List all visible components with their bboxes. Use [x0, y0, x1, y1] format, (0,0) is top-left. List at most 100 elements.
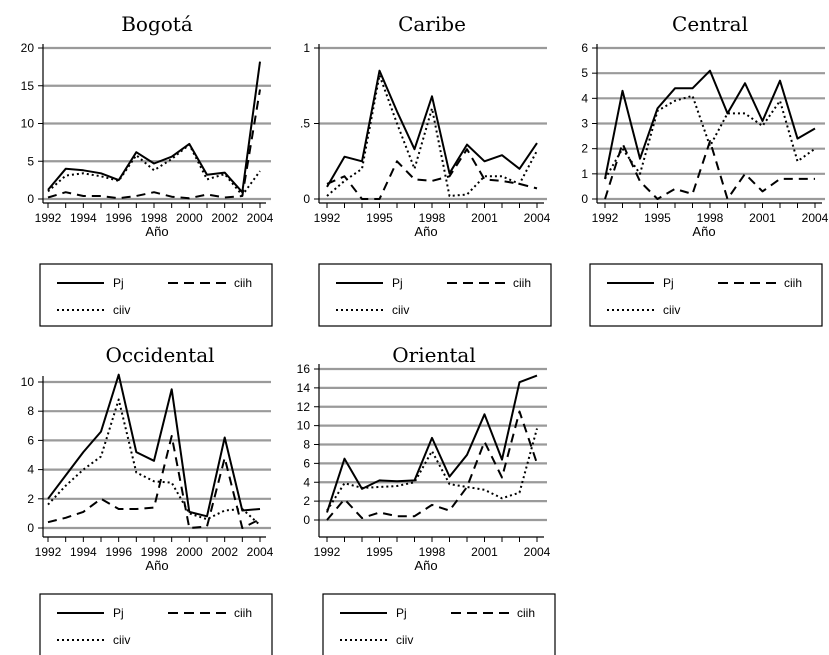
y-tick-label: 8	[303, 438, 310, 452]
x-tick-label: 1995	[644, 211, 671, 225]
y-tick-label: 1	[581, 167, 588, 181]
y-tick-label: 15	[21, 79, 35, 93]
panel-oriental: Oriental 0 2 4 6 8 10 12 14 16 1992 1995 1998 2001 2…	[297, 343, 556, 655]
y-tick-label: 12	[297, 400, 311, 414]
series-line-ciiv	[47, 143, 261, 197]
y-tick-label: 4	[303, 475, 310, 489]
x-tick-label: 1998	[419, 211, 446, 225]
legend-label-ciih: ciih	[517, 606, 535, 620]
y-tick-label: .5	[300, 117, 310, 131]
x-tick-label: 1992	[35, 545, 62, 559]
legend: Pj ciih ciiv	[39, 263, 273, 327]
x-ticks: 1992 1995 1998 2001 2004	[592, 203, 829, 225]
legend-label-ciiv: ciiv	[396, 633, 413, 647]
legend-label-ciih: ciih	[513, 276, 531, 290]
legend-box	[589, 263, 823, 327]
x-axis-label: Año	[145, 224, 168, 239]
legend-box	[322, 593, 556, 655]
grid-lines	[319, 46, 547, 201]
x-tick-label: 2002	[211, 211, 238, 225]
x-tick-label: 2004	[247, 545, 274, 559]
series-lines	[326, 69, 538, 200]
legend-label-ciiv: ciiv	[113, 633, 130, 647]
y-tick-label: 5	[27, 154, 34, 168]
y-tick-label: 20	[21, 41, 35, 55]
series-line-ciih	[326, 410, 538, 521]
grid-lines	[319, 367, 547, 522]
legend-label-ciiv: ciiv	[392, 303, 409, 317]
x-tick-label: 2001	[471, 545, 498, 559]
series-line-ciih	[326, 148, 538, 200]
y-tick-label: 0	[27, 521, 34, 535]
y-tick-label: 8	[27, 404, 34, 418]
legend: Pj ciih ciiv	[589, 263, 823, 327]
series-lines	[326, 374, 538, 521]
y-tick-label: 0	[27, 192, 34, 206]
series-line-pj	[326, 374, 538, 513]
legend-label-ciih: ciih	[784, 276, 802, 290]
legend: Pj ciih ciiv	[39, 593, 273, 655]
y-tick-label: 2	[581, 142, 588, 156]
legend-box	[39, 263, 273, 327]
y-tick-label: 10	[297, 419, 311, 433]
x-tick-label: 1994	[70, 545, 97, 559]
x-tick-label: 1992	[592, 211, 619, 225]
y-tick-label: 10	[21, 117, 35, 131]
y-tick-label: 2	[303, 494, 310, 508]
legend-label-pj: Pj	[392, 276, 403, 290]
x-tick-label: 2004	[524, 545, 551, 559]
legend-label-pj: Pj	[113, 606, 124, 620]
series-lines	[604, 69, 816, 200]
series-line-pj	[604, 69, 816, 180]
y-tick-label: 0	[303, 513, 310, 527]
x-tick-label: 1998	[141, 545, 168, 559]
series-lines	[47, 373, 261, 529]
y-tick-label: 16	[297, 362, 311, 376]
x-axis-label: Año	[692, 224, 715, 239]
legend-label-ciiv: ciiv	[113, 303, 130, 317]
x-axis-label: Año	[414, 558, 437, 573]
x-tick-label: 2004	[802, 211, 829, 225]
y-tick-label: 2	[27, 492, 34, 506]
x-axis-label: Año	[145, 558, 168, 573]
y-tick-label: 1	[303, 41, 310, 55]
legend-label-pj: Pj	[113, 276, 124, 290]
x-ticks: 1992 1994 1996 1998 2000 2002 2004	[35, 203, 274, 225]
series-line-pj	[326, 69, 538, 188]
series-line-ciiv	[326, 74, 538, 197]
series-line-pj	[47, 61, 261, 194]
panel-title: Bogotá	[121, 12, 193, 36]
panel-bogota: Bogotá 0 5 10 15 20 1992 1994 1996 1998 2000 2002…	[21, 12, 274, 327]
x-tick-label: 2001	[471, 211, 498, 225]
grid-lines	[43, 46, 271, 201]
x-tick-label: 1998	[697, 211, 724, 225]
legend-box	[318, 263, 552, 327]
y-ticks: 0 1 2 3 4 5 6	[581, 41, 597, 206]
y-ticks: 0 2 4 6 8 10 12 14 16	[297, 362, 319, 527]
x-tick-label: 2004	[524, 211, 551, 225]
y-ticks: 0.51	[300, 41, 319, 206]
x-tick-label: 1992	[314, 545, 341, 559]
y-tick-label: 4	[581, 91, 588, 105]
series-line-ciih	[604, 140, 815, 200]
legend-label-ciih: ciih	[234, 276, 252, 290]
x-ticks: 1992 1995 1998 2001 2004	[314, 537, 551, 559]
y-tick-label: 10	[21, 375, 35, 389]
y-tick-label: 5	[581, 66, 588, 80]
x-tick-label: 2000	[176, 211, 203, 225]
x-tick-label: 2001	[749, 211, 776, 225]
legend-box	[39, 593, 273, 655]
legend-label-pj: Pj	[396, 606, 407, 620]
y-tick-label: 6	[27, 433, 34, 447]
panel-central: Central 0 1 2 3 4 5 6 1992 1995 1998 2001 2004 Año…	[581, 12, 829, 327]
y-tick-label: 0	[303, 192, 310, 206]
x-ticks: 1992 1995 1998 2001 2004	[314, 203, 551, 225]
x-tick-label: 1998	[141, 211, 168, 225]
x-tick-label: 1992	[314, 211, 341, 225]
series-line-ciih	[47, 435, 261, 529]
y-ticks: 0 2 4 6 8 10	[21, 375, 43, 535]
x-tick-label: 1992	[35, 211, 62, 225]
x-tick-label: 1996	[105, 211, 132, 225]
x-tick-label: 1994	[70, 211, 97, 225]
y-tick-label: 0	[581, 192, 588, 206]
